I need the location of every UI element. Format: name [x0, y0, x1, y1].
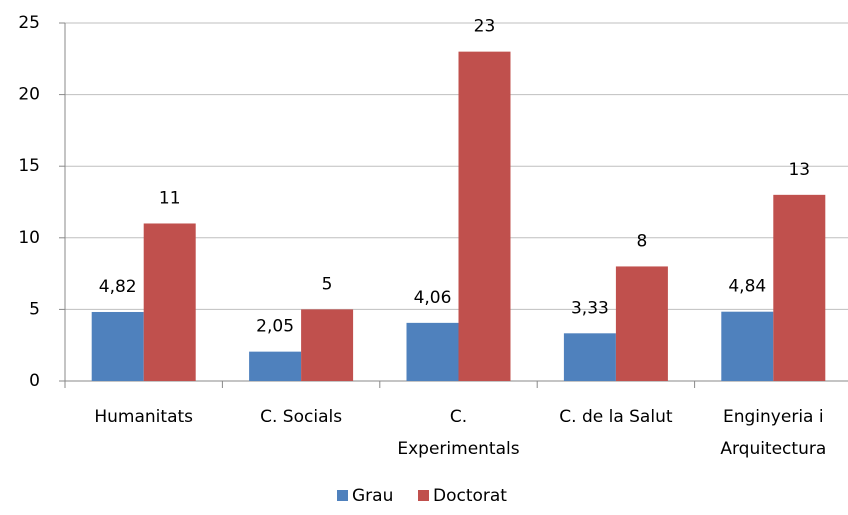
legend-swatch — [337, 490, 348, 501]
bar — [143, 223, 196, 381]
legend-swatch — [418, 490, 429, 501]
y-tick-label: 10 — [18, 228, 40, 248]
x-tick-label: Experimentals — [397, 439, 519, 459]
y-tick-label: 0 — [29, 371, 40, 391]
data-label: 3,33 — [571, 298, 609, 318]
legend-label: Doctorat — [433, 486, 507, 506]
bar — [563, 333, 616, 381]
data-label: 4,06 — [414, 288, 452, 308]
legend-label: Grau — [352, 486, 393, 506]
data-label: 11 — [159, 188, 181, 208]
data-label: 4,82 — [99, 277, 137, 297]
data-label: 2,05 — [256, 317, 294, 337]
bar — [249, 351, 302, 381]
y-tick-label: 25 — [18, 13, 40, 33]
x-tick-label: C. — [450, 407, 467, 427]
bar — [721, 311, 774, 381]
y-tick-label: 15 — [18, 156, 40, 176]
bar — [406, 322, 459, 381]
bar — [301, 309, 354, 381]
x-tick-label: Humanitats — [94, 407, 193, 427]
bar — [91, 311, 144, 381]
data-label: 23 — [474, 17, 496, 37]
x-tick-label: C. Socials — [260, 407, 342, 427]
bar — [615, 266, 668, 381]
y-tick-label: 5 — [29, 299, 40, 319]
x-tick-label: Enginyeria i — [723, 407, 824, 427]
data-label: 4,84 — [728, 277, 766, 297]
y-tick-label: 20 — [18, 85, 40, 105]
x-tick-label: C. de la Salut — [559, 407, 673, 427]
data-label: 8 — [636, 231, 647, 251]
bar — [458, 51, 511, 381]
x-tick-label: Arquitectura — [720, 439, 826, 459]
data-label: 13 — [788, 160, 810, 180]
data-label: 5 — [322, 274, 333, 294]
bar — [773, 194, 826, 381]
